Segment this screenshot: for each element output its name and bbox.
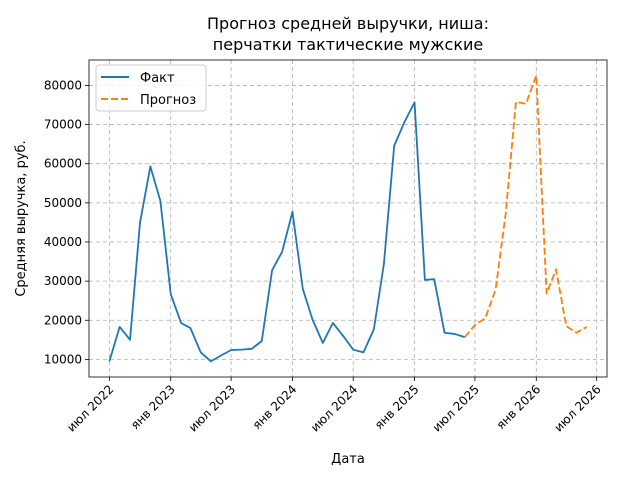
- y-tick-label: 30000: [44, 274, 82, 288]
- plot-frame: [88, 59, 608, 378]
- y-tick-label: 80000: [44, 78, 82, 92]
- y-tick-label: 40000: [44, 235, 82, 249]
- legend: Факт Прогноз: [95, 64, 207, 112]
- y-tick-label: 20000: [44, 313, 82, 327]
- legend-label-forecast: Прогноз: [140, 93, 196, 108]
- y-tick-label: 10000: [44, 352, 82, 366]
- y-tick-label: 70000: [44, 118, 82, 132]
- legend-label-fact: Факт: [140, 71, 175, 86]
- y-tick-label: 50000: [44, 196, 82, 210]
- y-tick-label: 60000: [44, 157, 82, 171]
- series-line-fact: [108, 101, 466, 363]
- plot-series: [108, 74, 588, 363]
- chart-title-line-1: Прогноз средней выручки, ниша:: [207, 14, 489, 33]
- x-axis-label: Дата: [331, 452, 365, 467]
- y-axis-label: Средняя выручка, руб.: [14, 140, 29, 296]
- chart-title-line-2: перчатки тактические мужские: [213, 35, 483, 54]
